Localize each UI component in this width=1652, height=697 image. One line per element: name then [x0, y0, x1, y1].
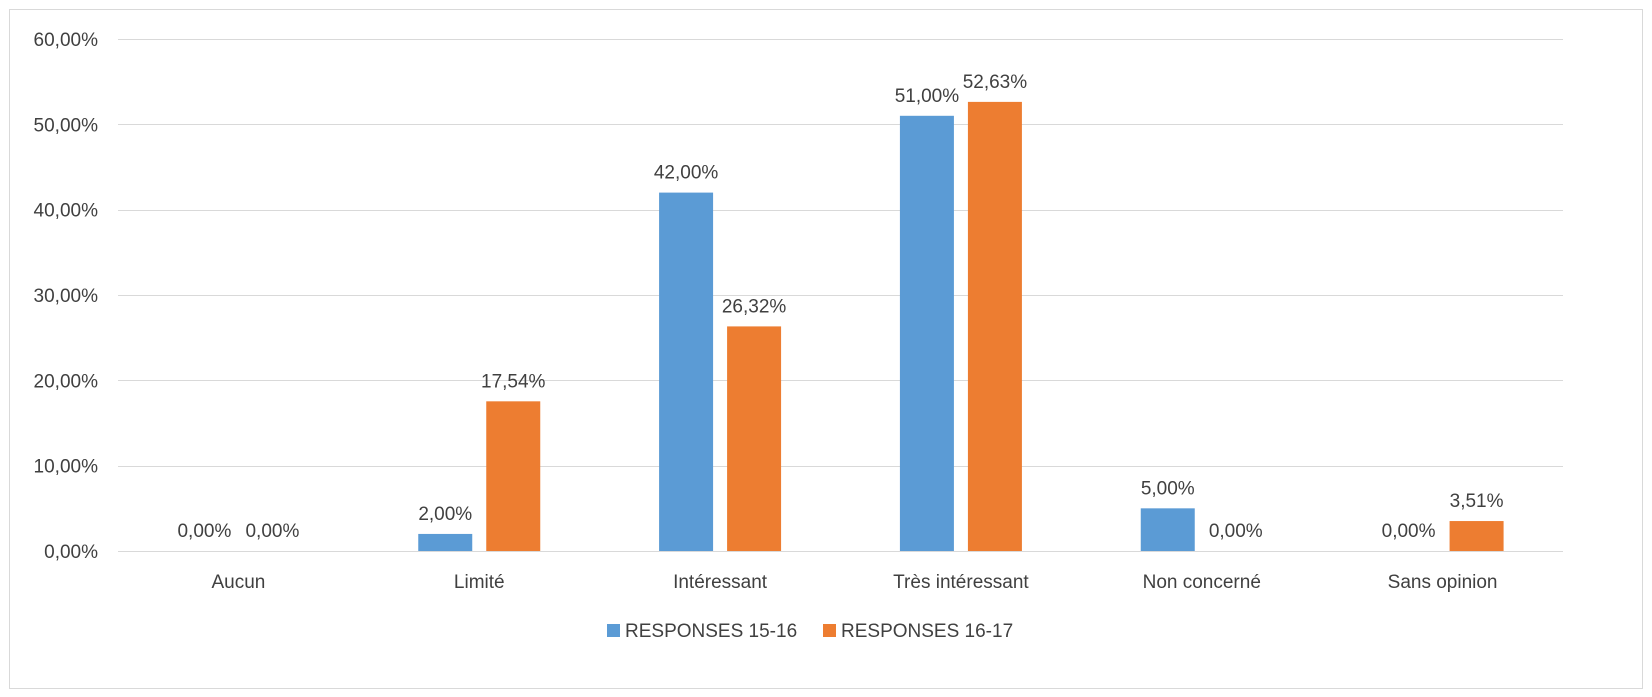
y-tick-label: 0,00% — [44, 542, 98, 563]
y-tick-label: 60,00% — [34, 30, 99, 51]
bar-responses-16-17 — [1449, 521, 1504, 551]
bar-responses-15-16 — [659, 192, 714, 551]
data-label: 3,51% — [1450, 491, 1504, 512]
data-label: 5,00% — [1141, 478, 1195, 499]
data-label: 0,00% — [245, 521, 299, 542]
y-tick-label: 30,00% — [34, 286, 99, 307]
data-labels: 0,00% 0,00%2,00%17,54%42,00%26,32%51,00%5… — [177, 72, 1503, 542]
legend-swatch — [823, 624, 836, 637]
data-label: 51,00% — [895, 86, 960, 107]
x-category-label: Limité — [454, 572, 505, 593]
chart-frame — [9, 9, 1643, 689]
x-category-label: Sans opinion — [1388, 572, 1498, 593]
gridlines — [118, 39, 1563, 552]
data-label: 0,00% — [1209, 521, 1263, 542]
data-label: 17,54% — [481, 371, 546, 392]
x-category-label: Non concerné — [1143, 572, 1261, 593]
y-tick-label: 40,00% — [34, 201, 99, 222]
data-label: 26,32% — [722, 296, 787, 317]
y-axis-tick-labels: 0,00% 10,00% 20,00% 30,00% 40,00% 50,00% 60,00… — [34, 30, 99, 563]
legend: RESPONSES 15-16 RESPONSES 16-17 — [607, 621, 1013, 642]
bar-responses-15-16 — [418, 533, 473, 551]
legend-label: RESPONSES 16-17 — [841, 621, 1013, 642]
x-axis-category-labels: Aucun Limité Intéressant Très intéressant No… — [211, 572, 1497, 593]
bar-responses-15-16 — [1140, 508, 1195, 551]
x-category-label: Très intéressant — [893, 572, 1029, 593]
y-tick-label: 20,00% — [34, 371, 99, 392]
legend-swatch — [607, 624, 620, 637]
bar-responses-16-17 — [967, 101, 1022, 552]
data-label: 0,00% — [177, 521, 231, 542]
bar-responses-15-16 — [899, 115, 954, 552]
bar-responses-16-17 — [486, 401, 541, 551]
x-category-label: Intéressant — [673, 572, 768, 593]
data-label: 2,00% — [418, 504, 472, 525]
data-label: 0,00% — [1382, 521, 1436, 542]
bars — [418, 101, 1504, 552]
data-label: 42,00% — [654, 163, 719, 184]
data-label: 52,63% — [963, 72, 1028, 93]
x-category-label: Aucun — [211, 572, 265, 593]
y-tick-label: 10,00% — [34, 457, 99, 478]
legend-label: RESPONSES 15-16 — [625, 621, 797, 642]
bar-responses-16-17 — [727, 326, 782, 551]
y-tick-label: 50,00% — [34, 115, 99, 136]
